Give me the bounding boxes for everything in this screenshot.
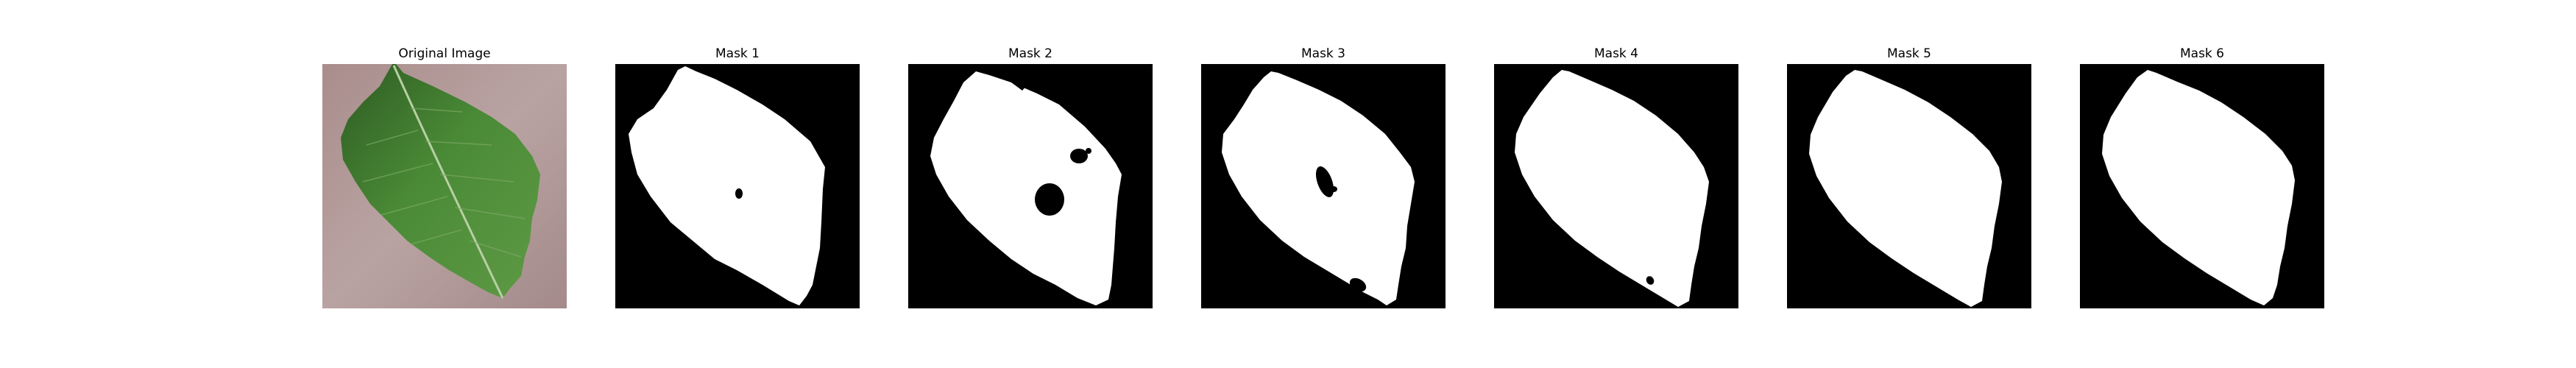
mask-6-image <box>2080 64 2324 308</box>
panel-mask-5: Mask 5 <box>1787 44 2031 308</box>
panel-mask-4: Mask 4 <box>1494 44 1738 308</box>
panel-title: Mask 5 <box>1886 46 1931 61</box>
panel-title: Mask 6 <box>2179 46 2224 61</box>
panel-title: Mask 2 <box>1008 46 1052 61</box>
panel-title: Original Image <box>398 46 491 61</box>
leaf-photo <box>322 64 567 308</box>
mask-5-image <box>1787 64 2031 308</box>
mask-4-image <box>1494 64 1738 308</box>
panel-title: Mask 3 <box>1301 46 1345 61</box>
panel-mask-1: Mask 1 <box>615 44 860 308</box>
mask-1-image <box>615 64 860 308</box>
panel-title: Mask 1 <box>715 46 760 61</box>
panel-mask-3: Mask 3 <box>1201 44 1446 308</box>
panel-title: Mask 4 <box>1593 46 1638 61</box>
mask-3-image <box>1201 64 1446 308</box>
panel-original-image: Original Image <box>322 44 567 308</box>
mask-2-image <box>908 64 1153 308</box>
panel-mask-6: Mask 6 <box>2080 44 2324 308</box>
panel-mask-2: Mask 2 <box>908 44 1153 308</box>
